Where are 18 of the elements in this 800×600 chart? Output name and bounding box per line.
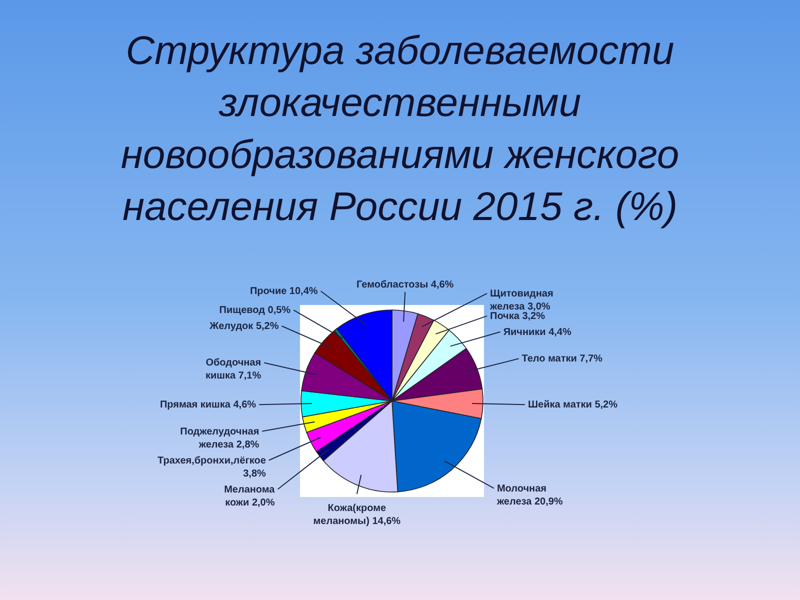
slice-label: Меланома кожи 2,0% [224,484,276,508]
slice-label: Трахея,бронхи,лёгкое [157,455,266,466]
slice-label: Прямая кишка 4,6% [160,400,256,411]
slice-label: Гемобластозы 4,6% [356,279,454,290]
chart-title: Структура заболеваемости злокачественными новообразованиями женского населения России 2015 г. (%) [120,29,680,229]
slice-label: Почка 3,2% [490,310,546,322]
slice-label: Шейка матки 5,2% [528,400,618,411]
slice-label: Молочная железа 20,9% [496,483,563,508]
slice-label: Яичники 4,4% [503,326,572,338]
slice-label: Тело матки 7,7% [522,354,603,365]
slice-label: Желудок 5,2% [208,321,279,332]
slice-label: Прочие 10,4% [250,286,318,298]
slice-label: Кожа(кроме меланомы) 14,6% [313,502,401,527]
slice-label: Поджелудочная железа 2,8% [180,426,260,450]
slice-label: Ободочная кишка 7,1% [205,358,262,382]
data-label: 3,8% [243,468,266,480]
slice-label: Пищевод 0,5% [219,305,291,316]
slice-label: Щитовидная железа 3,0% [489,288,554,312]
